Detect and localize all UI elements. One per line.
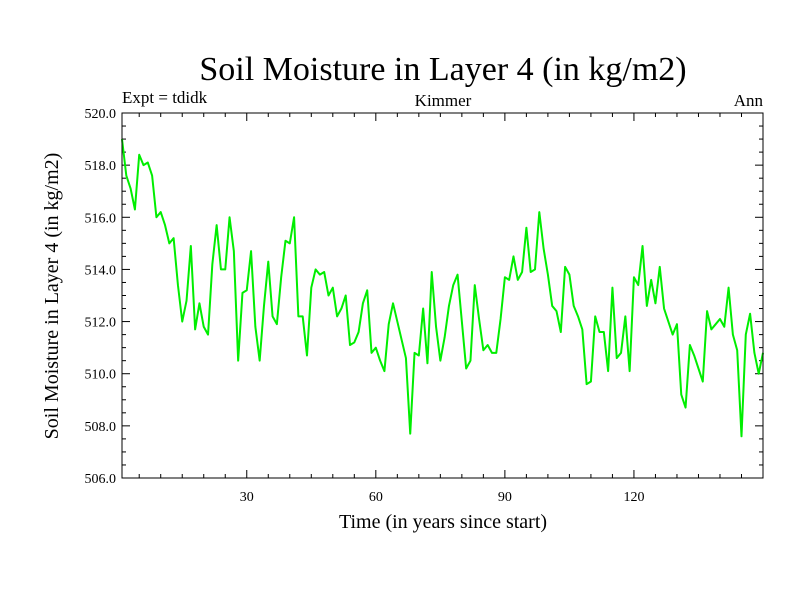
y-axis-ticks: 506.0 508.0 510.0 512.0 514.0 516.0 518.0 520.0: [85, 107, 763, 487]
y-tick-label: 506.0: [85, 472, 117, 487]
x-tick-label: 90: [498, 490, 512, 505]
subtitle-right: Ann: [734, 91, 764, 110]
subtitle-left: Expt = tdidk: [122, 88, 208, 107]
y-tick-label: 516.0: [85, 211, 117, 226]
x-tick-label: 30: [240, 490, 254, 505]
x-axis-label: Time (in years since start): [339, 511, 547, 533]
series-line: [121, 138, 764, 438]
y-tick-label: 514.0: [85, 263, 117, 278]
x-axis-ticks: 30 60 90 120: [138, 113, 764, 505]
y-tick-label: 518.0: [85, 159, 117, 174]
chart-title: Soil Moisture in Layer 4 (in kg/m2): [199, 51, 686, 88]
y-tick-label: 510.0: [85, 368, 117, 383]
series-group: [121, 138, 764, 438]
subtitle-center: Kimmer: [415, 91, 472, 110]
x-tick-label: 60: [369, 490, 383, 505]
y-axis-label: Soil Moisture in Layer 4 (in kg/m2): [41, 153, 63, 440]
plot-frame: [121, 112, 764, 479]
x-tick-label: 120: [623, 490, 644, 505]
y-tick-label: 508.0: [85, 420, 117, 435]
y-tick-label: 512.0: [85, 316, 117, 331]
y-tick-label: 520.0: [85, 107, 117, 122]
